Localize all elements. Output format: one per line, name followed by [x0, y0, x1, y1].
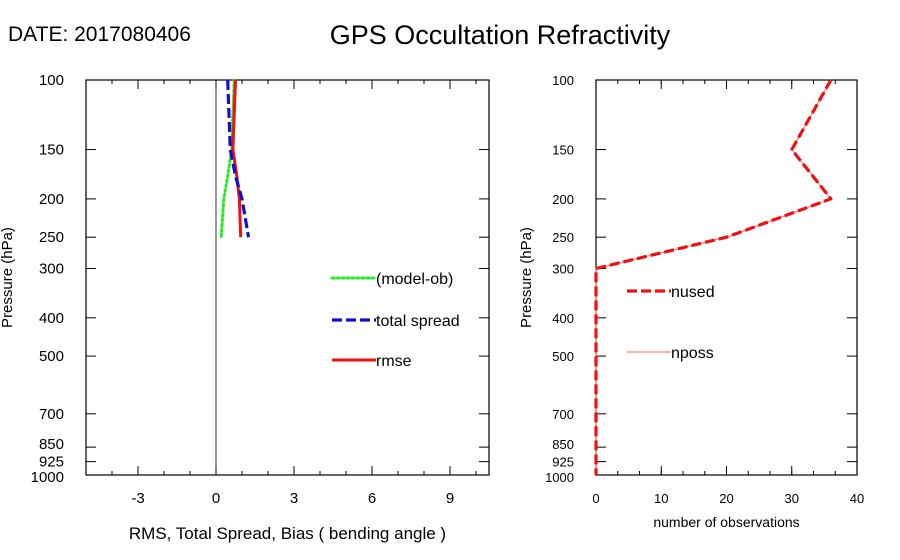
y-tick-label: 1000: [31, 469, 64, 486]
y-tick-label: 700: [552, 407, 574, 422]
x-axis-label: number of observations: [653, 514, 799, 530]
legend-label: rmse: [376, 353, 412, 370]
legend-label: nposs: [671, 345, 714, 362]
series-line-nused: [594, 79, 833, 475]
legend-label: nused: [671, 284, 715, 301]
y-tick-label: 850: [39, 436, 64, 453]
series-line-rmse: [231, 79, 243, 238]
y-tick-label: 250: [552, 230, 574, 245]
y-tick-label: 500: [39, 348, 64, 365]
x-axis-label: RMS, Total Spread, Bias ( bending angle …: [129, 524, 446, 543]
x-tick-label: 0: [212, 490, 220, 507]
y-tick-label: 400: [39, 310, 64, 327]
y-tick-label: 250: [39, 229, 64, 246]
x-tick-label: 10: [654, 491, 668, 506]
y-tick-label: 300: [39, 260, 64, 277]
series-line-totalspread: [226, 79, 251, 238]
page-title: GPS Occultation Refractivity: [0, 20, 900, 51]
x-tick-label: 9: [446, 490, 454, 507]
x-tick-label: 6: [368, 490, 376, 507]
page-title-text: GPS Occultation Refractivity: [329, 20, 671, 50]
y-tick-label: 150: [552, 143, 574, 158]
y-tick-label: 100: [552, 73, 574, 88]
series-line-nposs: [595, 79, 832, 475]
legend-label: total spread: [376, 313, 460, 330]
x-tick-label: 0: [592, 491, 599, 506]
x-tick-label: 3: [290, 490, 298, 507]
y-tick-label: 200: [552, 192, 574, 207]
x-tick-label: 20: [719, 491, 733, 506]
date-label: DATE: 2017080406: [8, 23, 191, 46]
y-tick-label: 400: [552, 311, 574, 326]
y-tick-label: 200: [39, 191, 64, 208]
x-tick-label: 30: [785, 491, 799, 506]
y-axis-label: Pressure (hPa): [518, 227, 535, 328]
plot-frame: [85, 79, 490, 476]
y-tick-label: 150: [39, 142, 64, 159]
x-tick-label: 40: [850, 491, 864, 506]
y-tick-label: 700: [39, 406, 64, 423]
y-tick-label: 500: [552, 349, 574, 364]
plot-frame: [595, 79, 858, 476]
x-tick-label: -3: [131, 490, 144, 507]
y-tick-label: 300: [552, 261, 574, 276]
y-tick-label: 850: [552, 437, 574, 452]
y-tick-label: 100: [39, 72, 64, 89]
y-tick-label: 1000: [545, 470, 574, 485]
y-tick-label: 925: [39, 454, 64, 471]
y-axis-label: Pressure (hPa): [0, 227, 16, 328]
y-tick-label: 925: [552, 455, 574, 470]
legend-label: (model-ob): [376, 271, 453, 288]
